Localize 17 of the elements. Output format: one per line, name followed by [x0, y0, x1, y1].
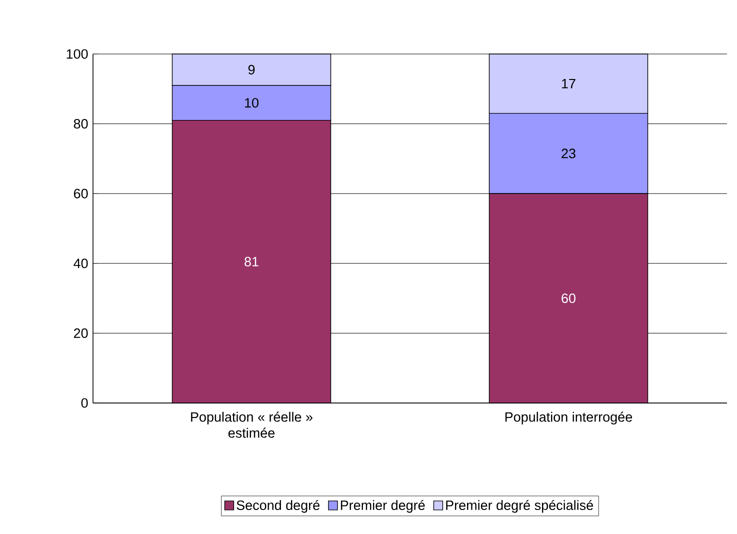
y-tick-label: 100	[66, 49, 88, 59]
data-label: 60	[562, 294, 576, 304]
legend-label: Second degré	[236, 500, 320, 513]
y-tick-label: 60	[74, 188, 88, 198]
data-label: 9	[248, 64, 255, 74]
data-label: 17	[562, 79, 576, 88]
legend-label: Premier degré	[340, 500, 425, 513]
y-tick-label: 20	[74, 328, 88, 338]
data-label: 81	[244, 256, 258, 266]
legend-label: Premier degré spécialisé	[446, 500, 593, 513]
data-label: 23	[562, 148, 576, 158]
y-tick-label: 80	[74, 119, 88, 129]
y-tick-label: 0	[81, 398, 88, 408]
x-tick-label: Population « réelle » estimée	[191, 412, 312, 438]
x-tick-label: Population interrogée	[505, 412, 632, 424]
data-label: 10	[245, 98, 258, 108]
y-tick-label: 40	[74, 258, 88, 268]
